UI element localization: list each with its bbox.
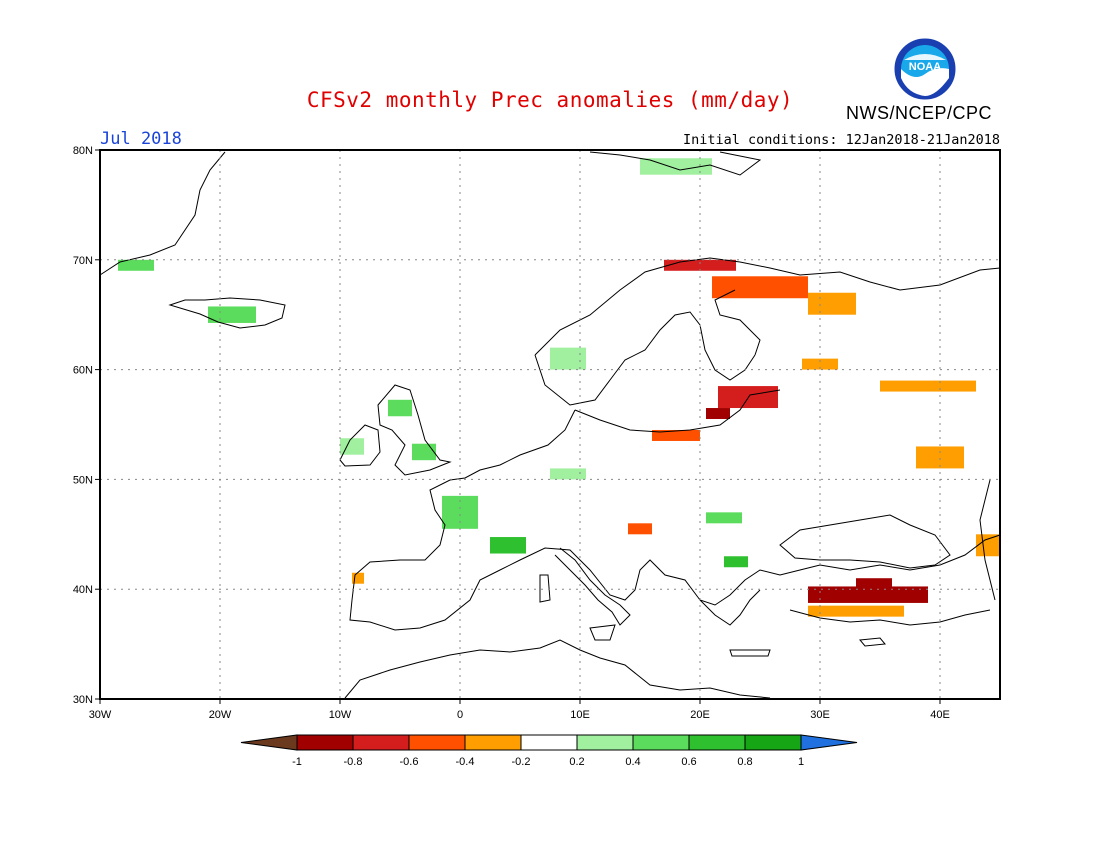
anomaly-poland <box>652 429 700 441</box>
map-frame <box>99 149 1001 700</box>
anomaly-ireland <box>340 438 364 455</box>
anomaly-portugal <box>352 572 364 584</box>
anomaly-turkey-core <box>856 578 892 590</box>
lon-tick-label: 40E <box>930 709 950 721</box>
legend-swatch <box>632 734 690 751</box>
legend-label: -1 <box>292 756 302 768</box>
anomaly-norway-south <box>550 347 586 370</box>
lon-tick-label: 10E <box>570 709 590 721</box>
lon-tick-label: 20W <box>209 709 232 721</box>
coastlines <box>99 151 1001 699</box>
legend-swatch <box>408 734 466 751</box>
lat-tick-label: 50N <box>73 474 93 486</box>
legend-label: 0.4 <box>625 756 640 768</box>
lat-tick-label: 40N <box>73 584 93 596</box>
anomaly-ukraine-east <box>916 446 964 469</box>
anomaly-adriatic <box>628 523 652 535</box>
agency-label: NWS/NCEP/CPC <box>846 103 993 123</box>
anomaly-latvia <box>706 408 730 420</box>
anomaly-hungary <box>706 512 742 524</box>
anomaly-germany <box>550 468 586 480</box>
initial-conditions: Initial conditions: 12Jan2018-21Jan2018 <box>683 132 1000 148</box>
lon-tick-label: 10W <box>329 709 352 721</box>
lon-tick-label: 30W <box>89 709 112 721</box>
legend-swatch <box>464 734 522 751</box>
anomaly-layer <box>118 158 1000 617</box>
lon-tick-label: 30E <box>810 709 830 721</box>
anomaly-balkans <box>724 556 748 568</box>
axis-labels: 30W 20W 10W 0 10E 20E 30E 40E 30N 40N 50N 60N 70N 80N <box>73 145 950 721</box>
chart-title: CFSv2 monthly Prec anomalies (mm/day) <box>306 88 794 112</box>
legend-label: -0.4 <box>456 756 475 768</box>
valid-month: Jul 2018 <box>100 129 182 149</box>
legend-label: -0.6 <box>400 756 419 768</box>
legend-swatch <box>352 734 410 751</box>
legend-label: 0.8 <box>737 756 752 768</box>
legend-swatch <box>744 734 802 751</box>
legend-label: 0.2 <box>569 756 584 768</box>
lon-tick-label: 0 <box>457 709 463 721</box>
anomaly-baltic <box>718 386 778 409</box>
legend-label: -0.2 <box>512 756 531 768</box>
legend-swatch <box>688 734 746 751</box>
legend-swatch <box>520 734 578 751</box>
graticule <box>100 150 1000 699</box>
legend-swatch <box>576 734 634 751</box>
legend-label: 1 <box>798 756 804 768</box>
anomaly-norway-north <box>664 259 736 271</box>
color-legend: -1 -0.8 -0.6 -0.4 -0.2 0.2 0.4 0.6 0.8 1 <box>240 734 858 768</box>
anomaly-black-sea-east <box>976 534 1000 557</box>
noaa-logo-icon: NOAA <box>894 38 956 100</box>
anomaly-france-south <box>490 537 526 554</box>
legend-swatch <box>296 734 354 751</box>
logo-text: NOAA <box>909 61 941 73</box>
anomaly-scotland <box>388 399 412 417</box>
legend-label: 0.6 <box>681 756 696 768</box>
anomaly-turkey-south <box>808 605 904 617</box>
lat-tick-label: 60N <box>73 365 93 377</box>
legend-label: -0.8 <box>344 756 363 768</box>
lon-tick-label: 20E <box>690 709 710 721</box>
anomaly-lapland <box>712 276 808 299</box>
lat-tick-label: 30N <box>73 694 93 706</box>
legend-arrow-high <box>800 734 858 751</box>
anomaly-greenland-east <box>118 259 154 271</box>
anomaly-turkey <box>808 586 928 603</box>
anomaly-england <box>412 443 436 461</box>
anomaly-karelia <box>802 358 838 370</box>
anomaly-russia-central <box>880 380 976 392</box>
legend-arrow-low <box>240 734 298 751</box>
lat-tick-label: 80N <box>73 145 93 157</box>
anomaly-russia-nw <box>808 292 856 315</box>
lat-tick-label: 70N <box>73 255 93 267</box>
